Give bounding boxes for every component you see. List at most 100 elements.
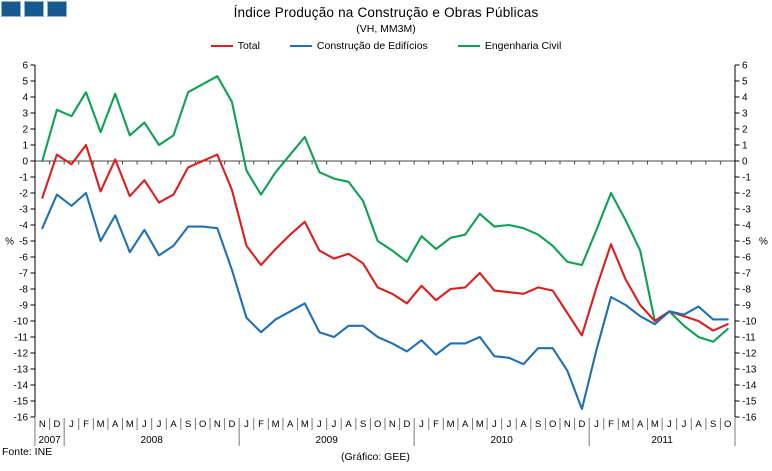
month-label: N [564,419,571,430]
y-axis-tick-label: -4 [742,221,751,232]
y-axis-tick-label: -1 [19,173,28,184]
month-label: J [594,419,599,430]
month-label: A [287,419,294,430]
month-label: N [39,419,46,430]
month-label: J [332,419,337,430]
month-label: O [549,419,556,430]
y-axis-tick-label: 5 [742,77,748,88]
logo-square-icon [47,1,67,17]
year-label: 2010 [491,435,514,446]
month-label: A [112,419,119,430]
month-label: O [724,419,731,430]
month-label: A [695,419,702,430]
month-label: S [185,419,191,430]
y-axis-tick-label: -14 [14,381,29,392]
y-axis-unit-right: % [759,237,768,248]
y-axis-tick-label: 6 [742,61,748,72]
month-label: A [520,419,527,430]
year-label: 2008 [141,435,164,446]
y-axis-tick-label: 2 [742,125,748,136]
y-axis-tick-label: -11 [742,333,756,344]
month-label: J [507,419,512,430]
month-label: A [462,419,469,430]
y-axis-tick-label: -2 [742,189,751,200]
y-axis-tick-label: -7 [742,269,751,280]
month-label: F [258,419,264,430]
y-axis-tick-label: 3 [22,109,28,120]
y-axis-tick-label: -2 [19,189,28,200]
month-label: M [447,419,455,430]
month-label: D [53,419,60,430]
month-label: S [360,419,366,430]
y-axis-tick-label: -3 [742,205,751,216]
y-axis-tick-label: -15 [742,397,757,408]
chart-legend: Total Construção de Edifícios Engenharia… [0,40,772,52]
month-label: J [244,419,249,430]
month-label: J [492,419,497,430]
legend-label: Construção de Edifícios [316,40,428,52]
y-axis-tick-label: -6 [742,253,751,264]
month-label: M [272,419,280,430]
chart-subtitle: (VH, MM3M) [356,23,416,35]
y-axis-tick-label: -12 [742,349,757,360]
legend-line-swatch-construcao-de-edificios [289,44,312,48]
y-axis-tick-label: 3 [742,109,748,120]
legend-line-swatch-engenharia-civil [457,44,480,48]
y-axis-tick-label: -9 [19,301,28,312]
month-label: J [69,419,74,430]
logo-square-icon [24,1,44,17]
y-axis-tick-label: 5 [22,77,28,88]
y-axis-tick-label: -15 [14,397,29,408]
month-label: J [682,419,687,430]
month-label: S [710,419,716,430]
month-label: J [142,419,147,430]
month-label: D [578,419,585,430]
month-label: M [126,419,134,430]
month-label: D [228,419,235,430]
month-label: J [667,419,672,430]
y-axis-tick-label: 4 [742,93,748,104]
month-label: S [535,419,541,430]
y-axis-tick-label: -4 [19,221,28,232]
y-axis-tick-label: -12 [14,349,29,360]
month-label: D [403,419,410,430]
year-label: 2011 [651,435,673,446]
y-axis-tick-label: 0 [22,157,28,168]
y-axis-tick-label: -11 [14,333,28,344]
legend-line-swatch-total [210,44,233,48]
source-note: Fonte: INE [2,446,53,458]
y-axis-unit-left: % [5,237,14,248]
logo-square-icon [1,1,21,17]
month-label: F [608,419,614,430]
y-axis-tick-label: -13 [14,365,29,376]
month-label: A [170,419,177,430]
logo-squares [1,1,67,17]
y-axis-tick-label: 6 [22,61,28,72]
y-axis-tick-label: -7 [19,269,28,280]
y-axis-tick-label: -9 [742,301,751,312]
y-axis-tick-label: -6 [19,253,28,264]
month-label: O [374,419,381,430]
y-axis-tick-label: -3 [19,205,28,216]
y-axis-tick-label: -14 [742,381,757,392]
month-label: A [637,419,644,430]
month-label: M [97,419,105,430]
y-axis-tick-label: -8 [19,285,28,296]
month-label: N [214,419,221,430]
legend-label: Total [237,40,260,52]
legend-item-engenharia-civil: Engenharia Civil [457,40,561,52]
month-label: F [83,419,89,430]
y-axis-tick-label: -5 [742,237,751,248]
y-axis-tick-label: -10 [14,317,29,328]
legend-item-construcao-de-edificios: Construção de Edifícios [289,40,428,52]
month-label: F [433,419,439,430]
y-axis-tick-label: -10 [742,317,757,328]
month-label: M [622,419,630,430]
series-line-total [41,143,729,337]
y-axis-tick-label: -16 [14,413,29,424]
month-label: M [301,419,309,430]
year-label: 2009 [316,435,339,446]
month-label: J [317,419,322,430]
